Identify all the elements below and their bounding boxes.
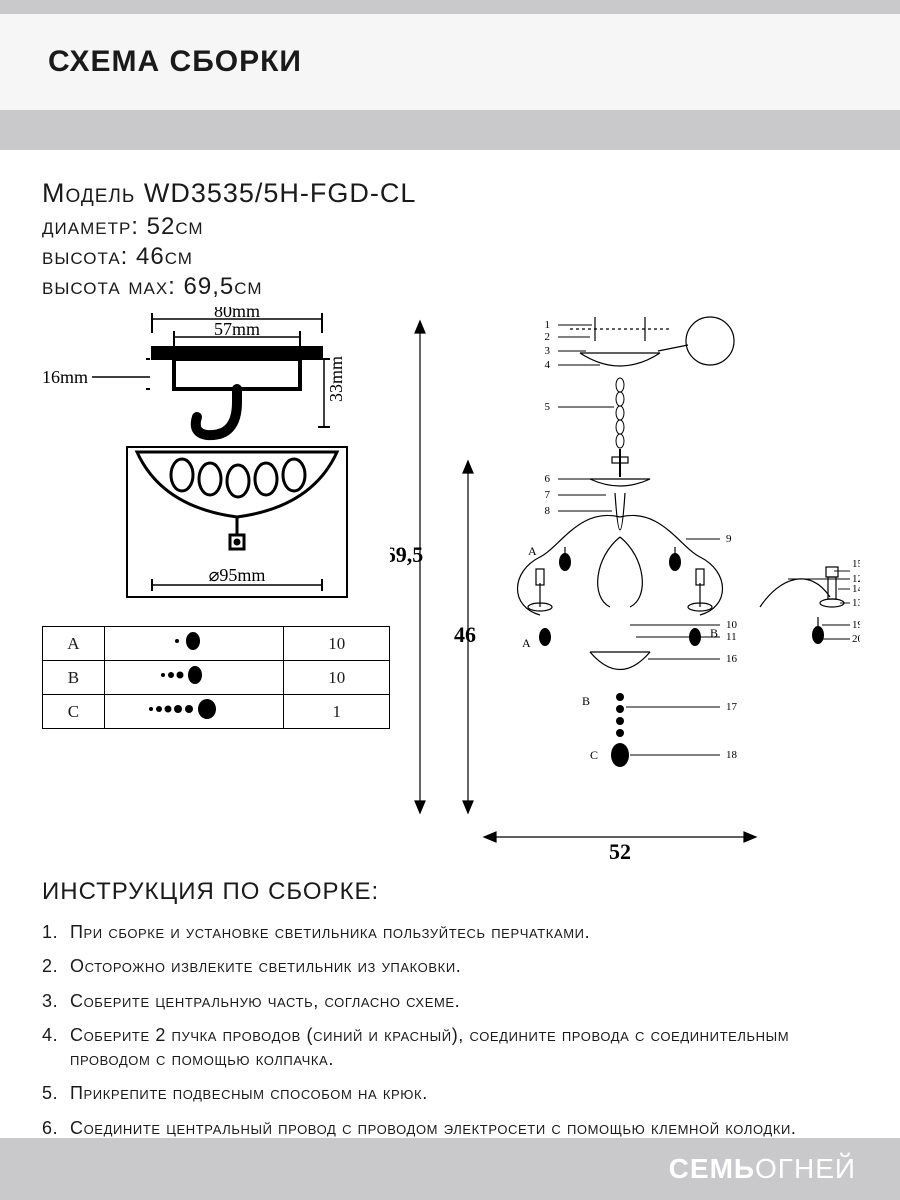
svg-text:C: C [590, 748, 598, 762]
pendant-a-icon [159, 631, 229, 651]
svg-text:A: A [522, 636, 531, 650]
svg-text:10: 10 [726, 619, 738, 631]
svg-text:19: 19 [852, 619, 860, 631]
svg-text:11: 11 [726, 631, 737, 643]
svg-text:⌀95mm: ⌀95mm [209, 565, 266, 585]
svg-text:1: 1 [545, 319, 551, 331]
pendant-b-icon [149, 665, 239, 685]
instruction-step: Осторожно извлеките светильник из упаков… [42, 954, 858, 978]
svg-text:20: 20 [852, 633, 860, 645]
spec-height: высота: 46см [42, 243, 858, 271]
instruction-step: Соберите центральную часть, согласно схе… [42, 989, 858, 1013]
svg-text:16: 16 [726, 653, 738, 665]
page-title: СХЕМА СБОРКИ [48, 45, 302, 79]
spec-height-max: высота max: 69,5см [42, 273, 858, 301]
instructions-heading: ИНСТРУКЦИЯ ПО СБОРКЕ: [42, 878, 858, 906]
svg-text:18: 18 [726, 749, 738, 761]
svg-text:57mm: 57mm [214, 319, 260, 339]
instruction-step: При сборке и установке светильника польз… [42, 920, 858, 944]
instruction-step: Прикрепите подвесным способом на крюк. [42, 1081, 858, 1105]
svg-text:2: 2 [545, 331, 551, 343]
content: Модель WD3535/5H-FGD-CL диаметр: 52см вы… [0, 150, 900, 1140]
svg-text:14: 14 [852, 583, 860, 595]
svg-text:7: 7 [545, 489, 551, 501]
table-row: C 1 [43, 695, 390, 729]
title-bar: СХЕМА СБОРКИ [0, 14, 900, 110]
svg-text:33mm: 33mm [326, 356, 346, 402]
mount-diagram: 80mm 57mm 16mm [42, 307, 390, 617]
svg-text:6: 6 [545, 473, 551, 485]
svg-text:13: 13 [852, 597, 860, 609]
instruction-list: При сборке и установке светильника польз… [42, 920, 858, 1140]
svg-text:15: 15 [852, 558, 860, 570]
svg-text:4: 4 [545, 359, 551, 371]
svg-text:52: 52 [609, 839, 631, 864]
instruction-step: Соберите 2 пучка проводов (синий и красн… [42, 1023, 858, 1072]
svg-text:46: 46 [454, 622, 476, 647]
table-row: B 10 [43, 661, 390, 695]
footer-bar: СЕМЬОГНЕЙ [0, 1138, 900, 1200]
svg-text:16mm: 16mm [42, 367, 88, 387]
left-diagrams: 80mm 57mm 16mm [42, 307, 390, 872]
parts-table: A 10 B 10 C [42, 626, 390, 729]
svg-text:B: B [710, 626, 718, 640]
sub-stripe [0, 110, 900, 150]
svg-text:9: 9 [726, 533, 732, 545]
instruction-step: Соедините центральный провод с проводом … [42, 1116, 858, 1140]
svg-text:5: 5 [545, 401, 551, 413]
table-row: A 10 [43, 627, 390, 661]
svg-text:17: 17 [726, 701, 738, 713]
pendant-c-icon [139, 698, 249, 720]
svg-text:69,5: 69,5 [390, 542, 423, 567]
spec-diameter: диаметр: 52см [42, 213, 858, 241]
svg-text:3: 3 [545, 345, 551, 357]
brand-logo: СЕМЬОГНЕЙ [669, 1153, 856, 1185]
model-line: Модель WD3535/5H-FGD-CL [42, 178, 858, 209]
svg-text:8: 8 [545, 505, 551, 517]
chandelier-diagram: 69,5 46 52 [390, 307, 860, 872]
svg-text:B: B [582, 694, 590, 708]
top-stripe [0, 0, 900, 14]
svg-text:A: A [528, 544, 537, 558]
